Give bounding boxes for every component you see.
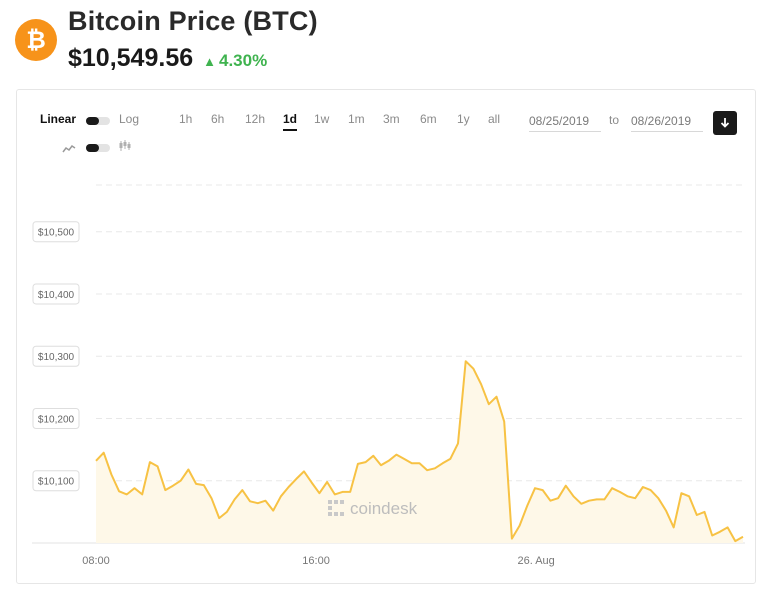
timeframe-1w[interactable]: 1w [314,112,330,126]
header: ₿ Bitcoin Price (BTC) $10,549.56 ▲ 4.30% [0,0,773,86]
price-line: $10,549.56 ▲ 4.30% [68,44,267,73]
chart-style-toggle[interactable] [86,144,110,152]
svg-text:$10,200: $10,200 [38,414,75,425]
price-change-value: 4.30% [219,51,268,70]
x-axis: 08:00 16:00 26. Aug [82,555,555,567]
date-to-input[interactable] [631,110,703,132]
scale-linear-label[interactable]: Linear [40,112,77,126]
page-title: Bitcoin Price (BTC) [68,6,318,36]
y-tick-label: $10,400 [32,283,80,305]
price-change: ▲ 4.30% [203,51,267,71]
scale-log-label[interactable]: Log [119,112,140,126]
y-tick-label: $10,300 [32,345,80,367]
coindesk-watermark: coindesk [328,499,418,518]
timeframe-6h[interactable]: 6h [211,112,225,126]
date-from-input[interactable] [529,110,601,132]
timeframe-6m[interactable]: 6m [420,112,437,126]
price-line-series[interactable] [95,360,744,543]
line-chart-icon[interactable] [62,141,76,159]
timeframe-1y[interactable]: 1y [457,112,470,126]
price-area-fill [96,361,743,543]
triangle-up-icon: ▲ [203,54,216,69]
download-arrow-icon [720,118,730,128]
watermark-text: coindesk [350,499,418,518]
x-tick-label: 08:00 [82,555,110,567]
y-tick-label: $10,200 [32,407,80,429]
x-tick-label: 16:00 [302,555,330,567]
timeframe-3m[interactable]: 3m [383,112,400,126]
timeframe-1h[interactable]: 1h [179,112,193,126]
svg-text:$10,400: $10,400 [38,290,75,301]
bitcoin-logo-icon: ₿ [15,19,57,61]
svg-text:$10,100: $10,100 [38,477,75,488]
svg-text:$10,500: $10,500 [38,228,75,239]
current-price: $10,549.56 [68,44,194,72]
timeframe-1d[interactable]: 1d [283,112,298,131]
x-tick-label: 26. Aug [517,555,554,567]
y-tick-label: $10,500 [32,221,80,243]
y-tick-label: $10,100 [32,470,80,492]
svg-text:$10,300: $10,300 [38,352,75,363]
timeframe-12h[interactable]: 12h [245,112,266,126]
scale-toggle[interactable] [86,117,110,125]
scale-toggle-knob [86,117,99,125]
coindesk-logo-icon [328,500,344,516]
y-axis: $10,100 $10,200 $10,300 $10,400 $10,500 [32,221,80,492]
candlestick-chart-icon[interactable] [119,139,131,157]
download-button[interactable] [713,111,737,135]
timeframe-all[interactable]: all [488,112,501,126]
chart-style-toggle-knob [86,144,99,152]
date-range-to-label: to [609,113,620,127]
timeframe-1m[interactable]: 1m [348,112,365,126]
